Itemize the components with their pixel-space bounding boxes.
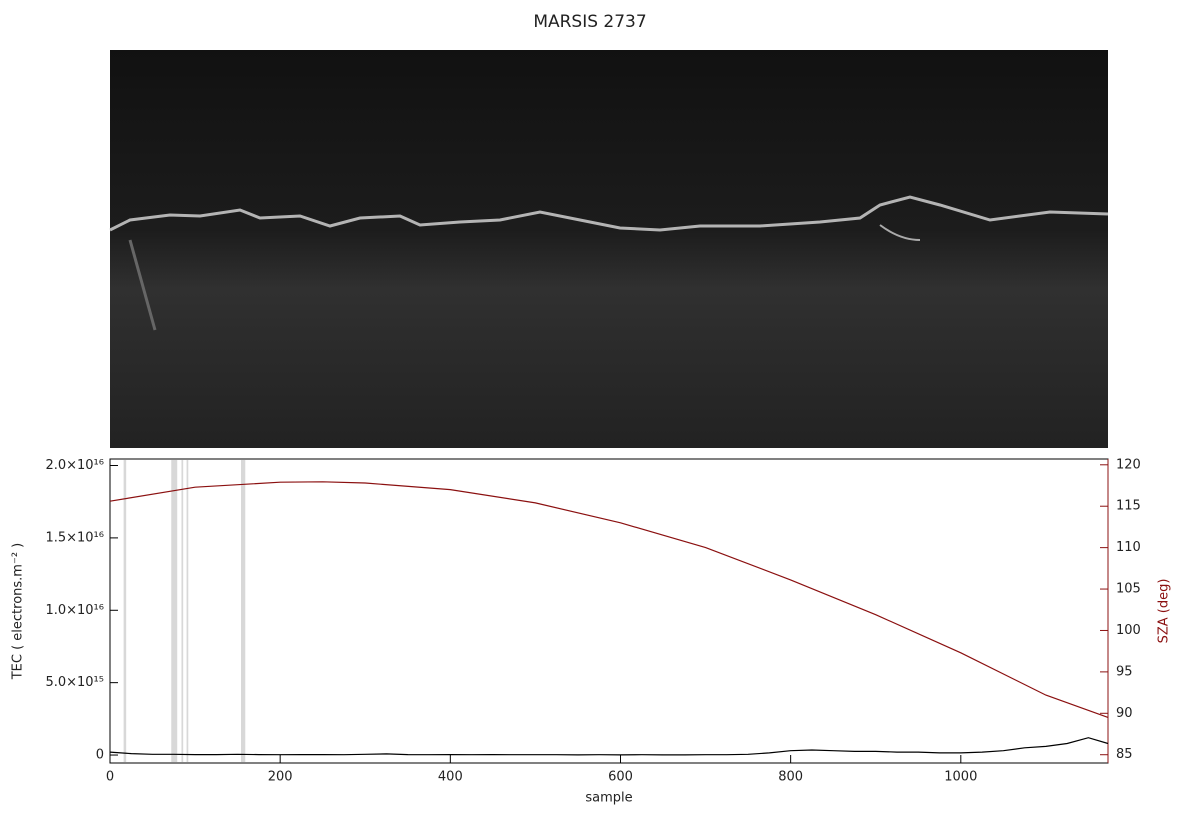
y-tick-label: 5.0×10¹⁵ xyxy=(45,675,104,690)
x-tick-label: 1000 xyxy=(944,770,977,785)
y2-tick-label: 115 xyxy=(1116,499,1141,514)
y2-tick-label: 105 xyxy=(1116,582,1141,597)
plot-frame xyxy=(109,458,1109,764)
gap-band xyxy=(241,460,246,762)
y2-tick-label: 110 xyxy=(1116,540,1141,555)
radargram xyxy=(109,50,1109,448)
gap-band xyxy=(186,460,189,762)
y-tick-label: 2.0×10¹⁶ xyxy=(45,458,104,473)
y2-tick-label: 95 xyxy=(1116,664,1133,679)
chart-title: MARSIS 2737 xyxy=(533,12,646,32)
gap-band xyxy=(123,460,127,762)
x-tick-label: 400 xyxy=(438,770,463,785)
y2-tick-label: 120 xyxy=(1116,457,1141,472)
x-tick-label: 200 xyxy=(268,770,293,785)
x-tick-label: 0 xyxy=(106,770,114,785)
y2-tick-label: 85 xyxy=(1116,747,1133,762)
gap-band xyxy=(171,460,178,762)
y-tick-label: 1.5×10¹⁶ xyxy=(45,530,104,545)
y-tick-label: 1.0×10¹⁶ xyxy=(45,603,104,618)
x-tick-label: 600 xyxy=(608,770,633,785)
series-line xyxy=(109,737,1109,756)
x-tick-label: 800 xyxy=(778,770,803,785)
y-tick-label: 0 xyxy=(96,748,104,763)
gap-band xyxy=(181,460,184,762)
y2-axis-label: SZA (deg) xyxy=(1157,579,1172,644)
x-axis-label: sample xyxy=(585,791,632,806)
y2-tick-label: 90 xyxy=(1116,706,1133,721)
y2-tick-label: 100 xyxy=(1116,623,1141,638)
series-line xyxy=(109,481,1109,718)
y-axis-label: TEC ( electrons.m⁻² ) xyxy=(11,543,26,681)
